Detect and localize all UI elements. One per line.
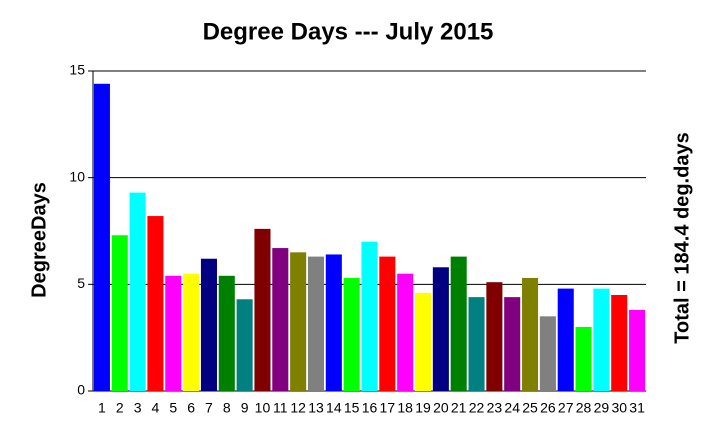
bar — [593, 288, 610, 391]
y-axis-label: DegreeDays — [28, 182, 50, 298]
x-tick-label: 9 — [241, 400, 249, 416]
bar — [379, 256, 396, 391]
x-tick-label: 5 — [169, 400, 177, 416]
y-tick-label: 5 — [77, 275, 85, 291]
x-tick-label: 17 — [380, 400, 396, 416]
x-tick-label: 25 — [522, 400, 538, 416]
total-label: Total = 184.4 deg.days — [671, 132, 693, 343]
x-tick-label: 4 — [152, 400, 160, 416]
bar — [504, 297, 521, 391]
y-tick-label: 0 — [77, 382, 85, 398]
bar — [218, 275, 235, 391]
x-tick-label: 7 — [205, 400, 213, 416]
bar — [325, 254, 342, 391]
bar — [272, 248, 289, 391]
x-tick-label: 10 — [255, 400, 271, 416]
bar — [432, 267, 449, 391]
bar — [486, 282, 503, 391]
bar — [290, 252, 307, 391]
bar — [93, 83, 110, 392]
bar — [343, 277, 360, 391]
bar — [361, 241, 378, 391]
x-tick-label: 23 — [487, 400, 503, 416]
x-tick-label: 1 — [98, 400, 106, 416]
chart-title: Degree Days --- July 2015 — [203, 18, 494, 45]
bar — [397, 273, 414, 391]
bar — [522, 277, 539, 391]
x-tick-label: 31 — [629, 400, 645, 416]
bar — [236, 299, 253, 391]
x-tick-label: 19 — [415, 400, 431, 416]
bar — [414, 292, 432, 391]
x-tick-label: 26 — [540, 400, 556, 416]
bar — [611, 295, 628, 391]
x-tick-label: 18 — [397, 400, 413, 416]
x-tick-label: 29 — [594, 400, 610, 416]
x-tick-label: 14 — [326, 400, 342, 416]
x-tick-label: 2 — [116, 400, 124, 416]
bar — [629, 309, 646, 391]
x-tick-label: 27 — [558, 400, 574, 416]
x-tick-label: 11 — [273, 400, 288, 416]
y-tick-label: 10 — [69, 168, 85, 184]
x-tick-label: 21 — [451, 400, 467, 416]
bar — [254, 228, 271, 391]
bar — [450, 256, 467, 391]
bar — [147, 216, 164, 391]
x-tick-label: 6 — [187, 400, 195, 416]
y-tick-label: 15 — [69, 62, 85, 78]
bar — [129, 192, 146, 391]
x-tick-label: 24 — [504, 400, 520, 416]
bar — [575, 327, 592, 391]
bar — [200, 258, 217, 391]
bar — [307, 256, 325, 391]
x-tick-label: 15 — [344, 400, 360, 416]
x-tick-label: 8 — [223, 400, 231, 416]
x-tick-label: 12 — [290, 400, 306, 416]
bar — [557, 288, 574, 391]
x-tick-label: 13 — [308, 400, 324, 416]
bar — [165, 275, 182, 391]
bar — [111, 235, 128, 391]
bar — [183, 273, 200, 391]
x-tick-label: 28 — [576, 400, 592, 416]
x-tick-label: 20 — [433, 400, 449, 416]
bar — [539, 316, 556, 391]
bar — [468, 297, 485, 391]
x-tick-label: 16 — [362, 400, 378, 416]
x-tick-label: 22 — [469, 400, 485, 416]
x-tick-label: 3 — [134, 400, 142, 416]
x-tick-label: 30 — [611, 400, 627, 416]
